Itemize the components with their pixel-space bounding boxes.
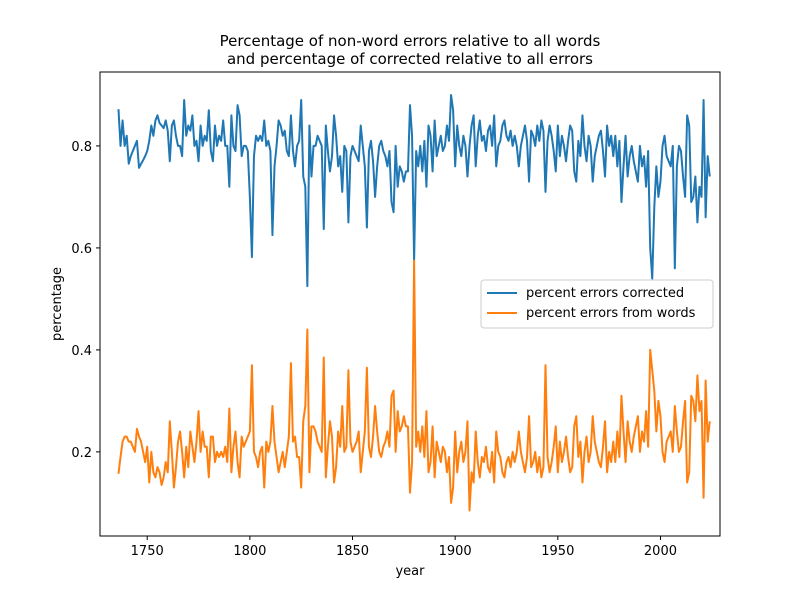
x-tick-label: 2000 <box>644 544 677 559</box>
x-tick-label: 1800 <box>233 544 266 559</box>
y-axis-ticks: 0.2 0.4 0.6 0.8 <box>71 140 100 461</box>
legend: percent errors corrected percent errors … <box>480 279 714 329</box>
chart-title-line-2: and percentage of corrected relative to … <box>227 50 593 68</box>
x-axis-label: year <box>395 564 425 579</box>
y-axis-label: percentage <box>50 267 65 341</box>
legend-label-corrected: percent errors corrected <box>526 286 684 301</box>
x-tick-label: 1950 <box>541 544 574 559</box>
legend-label-from-words: percent errors from words <box>526 306 696 321</box>
legend-frame <box>480 279 714 329</box>
y-tick-label: 0.8 <box>71 140 92 155</box>
y-tick-label: 0.4 <box>71 344 92 359</box>
series-line-1 <box>117 259 711 512</box>
x-axis-ticks: 1750 1800 1850 1900 1950 2000 <box>131 536 677 559</box>
chart-title-line-1: Percentage of non-word errors relative t… <box>220 32 601 50</box>
plot-area <box>99 71 721 537</box>
x-tick-label: 1850 <box>336 544 369 559</box>
x-tick-label: 1900 <box>439 544 472 559</box>
y-tick-label: 0.2 <box>71 446 92 461</box>
series-layer <box>117 93 711 512</box>
axes-frame <box>99 71 721 537</box>
y-tick-label: 0.6 <box>71 242 92 257</box>
x-tick-label: 1750 <box>131 544 164 559</box>
